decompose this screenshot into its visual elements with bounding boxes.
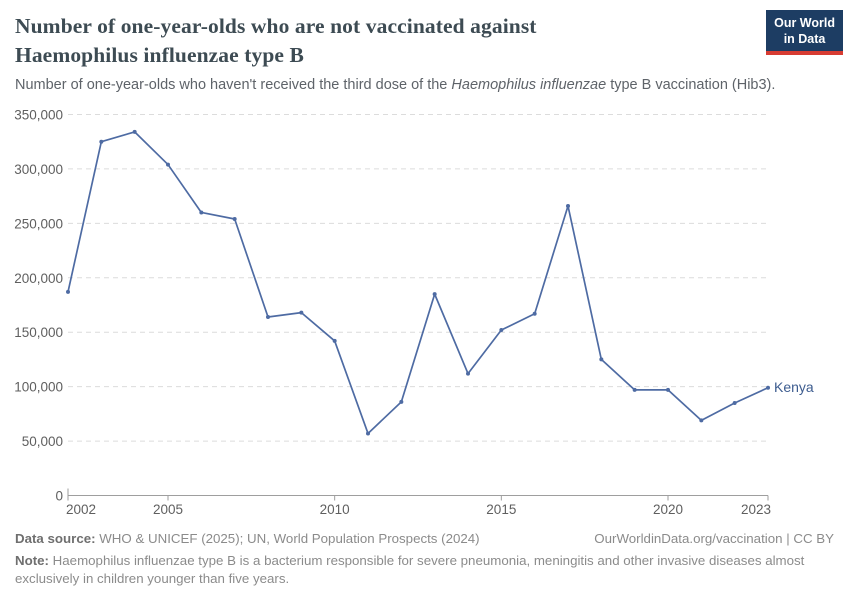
subtitle-suffix: type B vaccination (Hib3). [606,77,776,93]
subtitle-prefix: Number of one-year-olds who haven't rece… [15,77,452,93]
data-point[interactable] [166,162,170,167]
data-point[interactable] [366,431,370,436]
y-axis-tick-label: 50,000 [22,434,63,449]
data-point[interactable] [99,139,104,144]
data-point[interactable] [232,217,237,222]
credit: OurWorldinData.org/vaccination | CC BY [594,530,834,548]
chart-subtitle: Number of one-year-olds who haven't rece… [15,76,815,95]
y-axis-tick-label: 100,000 [14,380,63,395]
owid-logo-line1: Our World [774,16,835,30]
owid-logo[interactable]: Our World in Data [766,10,843,55]
data-source-label: Data source: [15,531,96,546]
series-line[interactable] [67,131,769,435]
y-axis-tick-label: 200,000 [14,271,63,286]
page-title-line1: Number of one-year-olds who are not vacc… [15,14,537,38]
data-point[interactable] [599,357,604,362]
x-axis-tick-label: 2005 [153,502,183,517]
data-point[interactable] [132,129,137,134]
data-point[interactable] [766,385,770,390]
data-source: Data source: WHO & UNICEF (2025); UN, Wo… [15,530,480,548]
data-point[interactable] [699,418,704,423]
x-axis-tick-label: 2010 [320,502,350,517]
y-axis-tick-label: 350,000 [14,108,63,123]
owid-logo-line2: in Data [783,32,826,46]
data-point[interactable] [266,314,270,319]
footnote-label: Note: [15,553,49,568]
data-point[interactable] [199,210,204,215]
data-source-text: WHO & UNICEF (2025); UN, World Populatio… [95,531,480,546]
data-point[interactable] [499,328,504,333]
chart-footer: Data source: WHO & UNICEF (2025); UN, Wo… [15,530,834,588]
x-axis-tick-label: 2023 [741,502,771,517]
data-point[interactable] [299,310,304,315]
y-axis-tick-label: 150,000 [14,325,63,340]
data-point[interactable] [432,292,437,297]
y-axis-tick-label: 250,000 [14,216,63,231]
x-axis-tick-label: 2002 [66,502,96,517]
data-point[interactable] [66,289,70,294]
data-point[interactable] [632,387,637,392]
y-axis-tick-label: 0 [55,489,63,504]
page-title: Number of one-year-olds who are not vacc… [15,12,755,70]
credit-url-link[interactable]: OurWorldinData.org/vaccination [594,531,783,546]
y-axis-tick-label: 300,000 [14,162,63,177]
credit-separator: | [782,531,794,546]
data-point[interactable] [732,400,737,405]
data-point[interactable] [666,387,670,392]
data-point[interactable] [332,338,337,343]
footnote: Note: Haemophilus influenzae type B is a… [15,552,833,588]
x-axis-tick-label: 2020 [653,502,683,517]
data-point[interactable] [532,311,537,316]
data-point[interactable] [399,399,404,404]
data-point[interactable] [466,371,470,376]
series-label[interactable]: Kenya [774,379,814,395]
subtitle-italic-term: Haemophilus influenzae [451,77,607,93]
x-axis-tick-label: 2015 [486,502,516,517]
footnote-text: Haemophilus influenzae type B is a bacte… [15,553,805,586]
credit-license-link[interactable]: CC BY [793,531,834,546]
page-title-line2: Haemophilus influenzae type B [15,43,304,67]
line-chart: 0 50,000 100,000 150,000 200,000 250,000 300,0… [14,108,814,518]
data-point[interactable] [566,203,570,208]
